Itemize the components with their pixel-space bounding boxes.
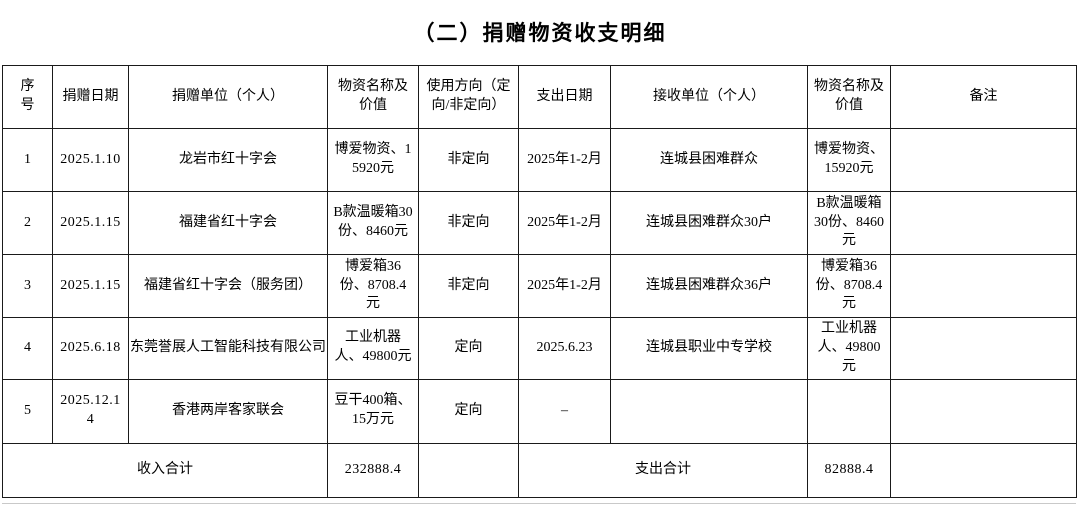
cell-donor: 福建省红十字会 bbox=[128, 191, 328, 255]
col-header-seq: 序 号 bbox=[2, 65, 53, 129]
summary-empty-remarks bbox=[890, 442, 1077, 498]
cell-seq: 1 bbox=[2, 128, 53, 192]
table-row: 2 2025.1.15 福建省红十字会 B款温暖箱30份、8460元 非定向 2… bbox=[2, 191, 1077, 255]
cell-expense-date: 2025年1-2月 bbox=[518, 128, 611, 192]
cell-material-in: 博爱箱36份、8708.4元 bbox=[327, 254, 419, 318]
table-row: 5 2025.12.14 香港两岸客家联会 豆干400箱、15万元 定向 – bbox=[2, 378, 1077, 444]
col-header-usage-direction: 使用方向（定向/非定向） bbox=[418, 65, 519, 129]
cell-recipient: 连城县困难群众36户 bbox=[610, 254, 808, 318]
cell-donation-date: 2025.6.18 bbox=[52, 317, 129, 380]
col-header-material-value-in: 物资名称及价值 bbox=[327, 65, 419, 129]
cell-material-out: 工业机器人、49800元 bbox=[807, 317, 891, 380]
cell-expense-date: 2025年1-2月 bbox=[518, 254, 611, 318]
cell-recipient: 连城县困难群众30户 bbox=[610, 191, 808, 255]
col-header-donor: 捐赠单位（个人） bbox=[128, 65, 328, 129]
cell-recipient: 连城县职业中专学校 bbox=[610, 317, 808, 380]
cell-expense-date: 2025.6.23 bbox=[518, 317, 611, 380]
cell-expense-date: 2025年1-2月 bbox=[518, 191, 611, 255]
cell-expense-date: – bbox=[518, 378, 611, 444]
expense-total-label: 支出合计 bbox=[518, 442, 808, 498]
income-total-label: 收入合计 bbox=[2, 442, 328, 498]
cell-remarks bbox=[890, 317, 1077, 380]
cell-donation-date: 2025.12.14 bbox=[52, 378, 129, 444]
summary-empty-direction bbox=[418, 442, 519, 498]
cell-donor: 香港两岸客家联会 bbox=[128, 378, 328, 444]
cell-donor: 福建省红十字会（服务团） bbox=[128, 254, 328, 318]
col-header-remarks: 备注 bbox=[890, 65, 1077, 129]
header-row: 序 号 捐赠日期 捐赠单位（个人） 物资名称及价值 使用方向（定向/非定向） 支… bbox=[2, 65, 1077, 129]
donation-materials-table: 序 号 捐赠日期 捐赠单位（个人） 物资名称及价值 使用方向（定向/非定向） 支… bbox=[2, 65, 1077, 498]
cell-remarks bbox=[890, 378, 1077, 444]
income-total-value: 232888.4 bbox=[327, 442, 419, 498]
col-header-recipient: 接收单位（个人） bbox=[610, 65, 808, 129]
cell-material-in: 博爱物资、15920元 bbox=[327, 128, 419, 192]
cell-material-out: 博爱箱36份、8708.4元 bbox=[807, 254, 891, 318]
table-row: 3 2025.1.15 福建省红十字会（服务团） 博爱箱36份、8708.4元 … bbox=[2, 254, 1077, 318]
col-header-material-value-out: 物资名称及价值 bbox=[807, 65, 891, 129]
clipped-next-row-divider bbox=[2, 503, 1076, 504]
cell-direction: 非定向 bbox=[418, 128, 519, 192]
cell-material-out: B款温暖箱30份、8460元 bbox=[807, 191, 891, 255]
cell-material-out: 博爱物资、15920元 bbox=[807, 128, 891, 192]
cell-seq: 2 bbox=[2, 191, 53, 255]
col-header-expense-date: 支出日期 bbox=[518, 65, 611, 129]
cell-direction: 非定向 bbox=[418, 191, 519, 255]
cell-remarks bbox=[890, 254, 1077, 318]
expense-total-value: 82888.4 bbox=[807, 442, 891, 498]
cell-seq: 4 bbox=[2, 317, 53, 380]
cell-recipient: 连城县困难群众 bbox=[610, 128, 808, 192]
cell-material-in: 工业机器人、49800元 bbox=[327, 317, 419, 380]
cell-seq: 3 bbox=[2, 254, 53, 318]
cell-donor: 龙岩市红十字会 bbox=[128, 128, 328, 192]
cell-donor: 东莞誉展人工智能科技有限公司 bbox=[128, 317, 328, 380]
summary-row: 收入合计 232888.4 支出合计 82888.4 bbox=[2, 442, 1077, 498]
cell-material-in: 豆干400箱、15万元 bbox=[327, 378, 419, 444]
cell-material-out bbox=[807, 378, 891, 444]
table-row: 1 2025.1.10 龙岩市红十字会 博爱物资、15920元 非定向 2025… bbox=[2, 128, 1077, 192]
cell-remarks bbox=[890, 128, 1077, 192]
cell-direction: 定向 bbox=[418, 378, 519, 444]
cell-seq: 5 bbox=[2, 378, 53, 444]
page-title: （二）捐赠物资收支明细 bbox=[413, 21, 667, 45]
cell-donation-date: 2025.1.10 bbox=[52, 128, 129, 192]
cell-recipient bbox=[610, 378, 808, 444]
cell-material-in: B款温暖箱30份、8460元 bbox=[327, 191, 419, 255]
cell-direction: 定向 bbox=[418, 317, 519, 380]
cell-direction: 非定向 bbox=[418, 254, 519, 318]
cell-remarks bbox=[890, 191, 1077, 255]
cell-donation-date: 2025.1.15 bbox=[52, 191, 129, 255]
col-header-donation-date: 捐赠日期 bbox=[52, 65, 129, 129]
cell-donation-date: 2025.1.15 bbox=[52, 254, 129, 318]
table-row: 4 2025.6.18 东莞誉展人工智能科技有限公司 工业机器人、49800元 … bbox=[2, 317, 1077, 380]
